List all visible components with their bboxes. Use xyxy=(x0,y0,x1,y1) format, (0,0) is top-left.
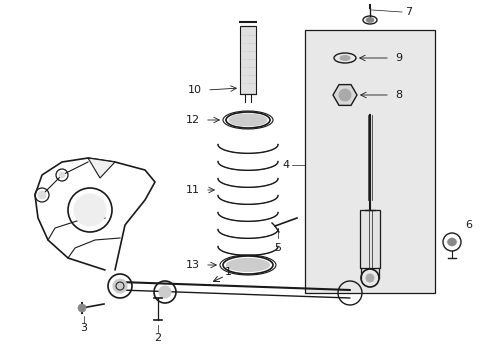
Text: 8: 8 xyxy=(394,90,401,100)
Text: 11: 11 xyxy=(185,185,200,195)
Circle shape xyxy=(338,89,350,101)
Text: 6: 6 xyxy=(464,220,471,230)
Text: 2: 2 xyxy=(154,333,161,343)
Text: 10: 10 xyxy=(187,85,202,95)
Ellipse shape xyxy=(339,55,349,60)
Text: 13: 13 xyxy=(185,260,200,270)
Circle shape xyxy=(38,191,46,199)
Polygon shape xyxy=(88,158,115,178)
Circle shape xyxy=(74,194,106,226)
Bar xyxy=(240,26,256,94)
Circle shape xyxy=(113,279,127,293)
Circle shape xyxy=(447,238,455,246)
Ellipse shape xyxy=(446,239,456,246)
Circle shape xyxy=(78,304,86,312)
Text: 1: 1 xyxy=(224,267,231,277)
Ellipse shape xyxy=(226,258,269,271)
Text: 5: 5 xyxy=(274,243,281,253)
Ellipse shape xyxy=(228,114,266,126)
Text: 12: 12 xyxy=(185,115,200,125)
Bar xyxy=(305,30,434,293)
Text: 3: 3 xyxy=(81,323,87,333)
Text: 4: 4 xyxy=(282,160,289,170)
Ellipse shape xyxy=(365,18,373,23)
Polygon shape xyxy=(332,85,356,105)
Circle shape xyxy=(365,274,373,282)
Text: 7: 7 xyxy=(404,7,411,17)
Circle shape xyxy=(159,286,171,298)
Circle shape xyxy=(59,172,65,178)
Bar xyxy=(359,210,379,268)
Text: 9: 9 xyxy=(394,53,401,63)
